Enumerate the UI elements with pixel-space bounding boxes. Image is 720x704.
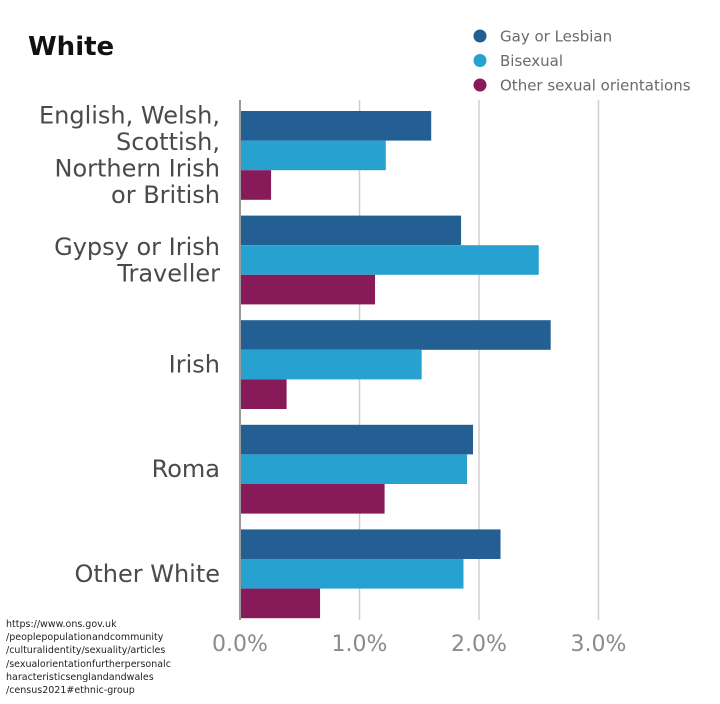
- bar: [240, 320, 551, 350]
- x-axis-ticks: 0.0% 1.0% 2.0% 3.0%: [212, 632, 626, 657]
- legend-swatch: [473, 54, 487, 67]
- bar-group: [240, 320, 551, 409]
- bar: [240, 215, 462, 246]
- source-citation: https://www.ons.gov.uk /peoplepopulation…: [6, 619, 171, 697]
- x-tick-label: 3.0%: [571, 632, 627, 657]
- bar: [240, 588, 321, 619]
- bar: [240, 529, 501, 559]
- bar: [240, 140, 386, 171]
- bar-group: [240, 424, 474, 514]
- bar: [240, 349, 422, 380]
- bar-group: [240, 111, 432, 200]
- chart-title: White: [28, 32, 114, 62]
- x-tick-label: 2.0%: [451, 632, 507, 657]
- legend-swatch: [473, 29, 487, 43]
- category-label: Irish: [169, 351, 220, 379]
- legend-label: Bisexual: [500, 52, 563, 70]
- bar: [240, 379, 287, 409]
- x-tick-label: 1.0%: [332, 632, 388, 657]
- legend-item: Bisexual: [473, 52, 563, 70]
- category-labels: English, Welsh, Scottish, Northern Irish or…: [39, 102, 220, 588]
- bar: [240, 424, 474, 455]
- bar-group: [240, 529, 501, 619]
- bar: [240, 111, 432, 141]
- legend-label: Gay or Lesbian: [500, 28, 612, 46]
- legend-label: Other sexual orientations: [500, 77, 691, 95]
- bars: [240, 111, 551, 619]
- x-tick-label: 0.0%: [212, 632, 268, 657]
- bar: [240, 274, 376, 305]
- bar: [240, 559, 464, 589]
- bar: [240, 484, 385, 514]
- bar: [240, 245, 539, 275]
- category-label: Roma: [152, 455, 220, 483]
- category-label: Other White: [74, 560, 220, 588]
- category-label: Gypsy or Irish Traveller: [54, 233, 220, 288]
- category-label: English, Welsh, Scottish, Northern Irish or…: [39, 102, 220, 209]
- bar: [240, 170, 272, 200]
- bar-group: [240, 215, 539, 305]
- legend: Gay or Lesbian Bisexual Other sexual orien…: [473, 28, 691, 95]
- legend-item: Other sexual orientations: [473, 77, 691, 95]
- legend-item: Gay or Lesbian: [473, 28, 612, 46]
- bar: [240, 454, 468, 484]
- legend-swatch: [473, 78, 487, 92]
